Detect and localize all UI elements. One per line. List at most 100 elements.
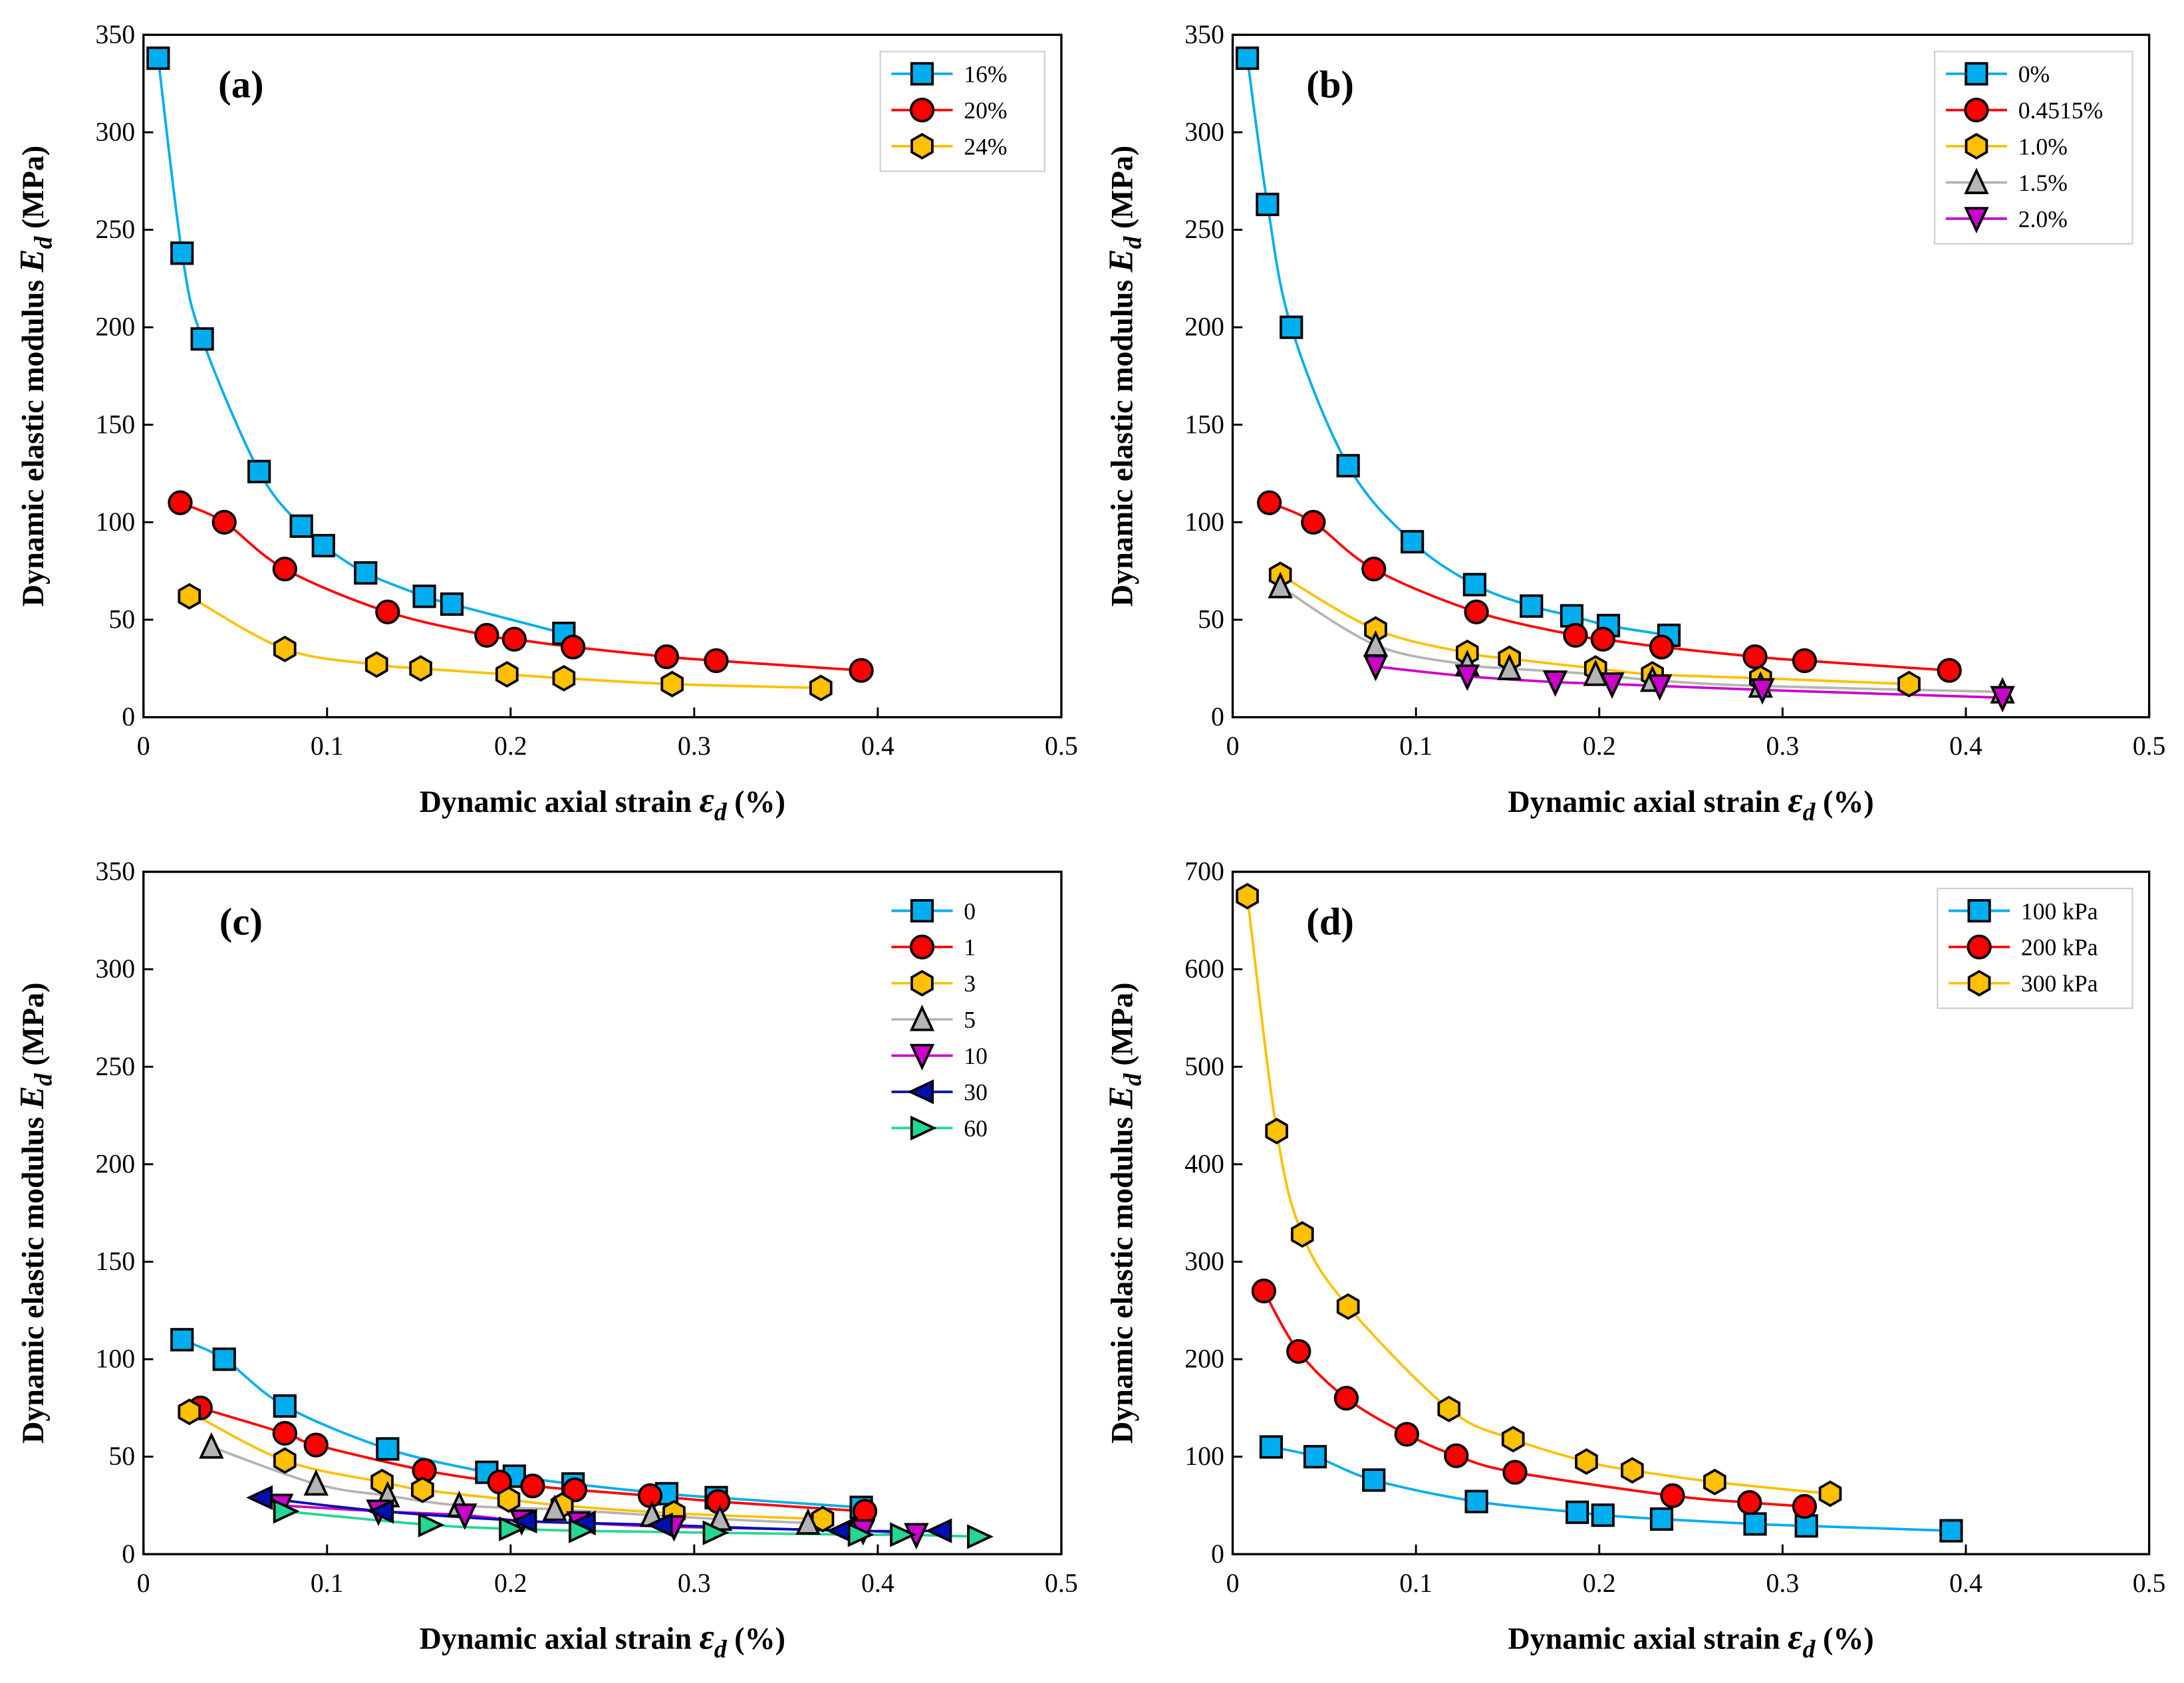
x-tick-label: 0.3 bbox=[1766, 1569, 1800, 1598]
x-label-unit: (%) bbox=[727, 785, 785, 819]
y-label-unit: (MPa) bbox=[1105, 146, 1139, 237]
data-point bbox=[1336, 1293, 1360, 1320]
x-label-subscript: d bbox=[714, 1635, 728, 1663]
data-point bbox=[849, 658, 874, 683]
legend-marker bbox=[1964, 97, 1989, 123]
legend-label: 1.5% bbox=[2018, 170, 2068, 196]
data-point bbox=[168, 490, 193, 515]
data-point bbox=[1259, 1435, 1283, 1459]
markers-1 bbox=[188, 1395, 878, 1524]
y-label-symbol: E bbox=[13, 1086, 51, 1110]
y-tick-label: 700 bbox=[1184, 857, 1224, 886]
data-point bbox=[501, 626, 527, 652]
x-axis-label: Dynamic axial strain εd (%) bbox=[420, 1617, 785, 1664]
chart-panel-a: 0 0.1 0.2 0.3 0.4 0.5 0 50 100 150 200 250 300 350 Dyn… bbox=[13, 20, 1078, 827]
legend-marker bbox=[910, 62, 934, 86]
y-tick-label: 250 bbox=[96, 215, 136, 244]
data-point bbox=[1897, 670, 1921, 698]
legend-marker bbox=[909, 1043, 935, 1071]
data-point bbox=[273, 1447, 297, 1474]
legend-marker bbox=[910, 1115, 937, 1141]
data-point bbox=[303, 1469, 329, 1496]
data-point bbox=[569, 1518, 595, 1543]
y-tick-label: 0 bbox=[1211, 1539, 1224, 1569]
legend-label: 100 kPa bbox=[2021, 898, 2098, 924]
data-point bbox=[178, 1398, 202, 1426]
data-point bbox=[1363, 654, 1389, 682]
fit-curve bbox=[156, 58, 565, 635]
y-tick-label: 0 bbox=[122, 1539, 135, 1569]
data-point bbox=[1737, 1489, 1762, 1515]
data-point bbox=[1256, 192, 1280, 217]
data-point bbox=[1660, 1483, 1685, 1508]
data-point bbox=[1301, 509, 1326, 535]
x-label-text: Dynamic axial strain bbox=[1508, 1622, 1788, 1656]
x-axis-label: Dynamic axial strain εd (%) bbox=[1508, 779, 1873, 827]
markers-200-kPa bbox=[1251, 1278, 1818, 1519]
panel-label: (b) bbox=[1306, 63, 1354, 106]
y-tick-label: 350 bbox=[1184, 20, 1224, 49]
legend-label: 200 kPa bbox=[2021, 934, 2098, 961]
data-point bbox=[654, 644, 680, 670]
legend-marker bbox=[909, 1004, 935, 1031]
data-point bbox=[409, 655, 432, 682]
legend-label: 300 kPa bbox=[2021, 970, 2098, 997]
y-label-unit: (MPa) bbox=[1105, 982, 1139, 1073]
data-point bbox=[289, 514, 313, 538]
x-label-subscript: d bbox=[714, 799, 728, 827]
legend-label: 1.0% bbox=[2018, 133, 2068, 160]
legend: 0 1 3 5 10 30 60 bbox=[891, 898, 988, 1142]
x-label-symbol: ε bbox=[1788, 779, 1802, 820]
panel-label: (c) bbox=[219, 900, 263, 943]
panel-label: (d) bbox=[1306, 900, 1354, 943]
x-tick-label: 0.1 bbox=[1399, 1569, 1433, 1598]
data-point bbox=[967, 1524, 994, 1549]
data-point bbox=[1464, 1489, 1488, 1513]
legend-marker bbox=[1965, 132, 1988, 160]
legend-marker bbox=[907, 1079, 934, 1104]
y-label-text: Dynamic elastic modulus bbox=[1105, 1109, 1139, 1444]
fit-curve bbox=[1246, 58, 1669, 637]
y-label-subscript: d bbox=[1119, 235, 1147, 249]
data-point bbox=[272, 557, 297, 582]
y-label-text: Dynamic elastic modulus bbox=[16, 272, 50, 606]
data-point bbox=[440, 592, 464, 616]
legend-label: 1 bbox=[964, 934, 976, 961]
data-point bbox=[246, 1485, 273, 1510]
y-label-text: Dynamic elastic modulus bbox=[1105, 272, 1139, 606]
data-point bbox=[1303, 1445, 1327, 1469]
data-point bbox=[660, 670, 684, 698]
x-tick-label: 0.3 bbox=[1766, 731, 1800, 761]
markers-0-4515- bbox=[1257, 490, 1962, 683]
data-point bbox=[1575, 1448, 1598, 1475]
x-tick-label: 0.3 bbox=[678, 731, 711, 761]
x-label-text: Dynamic axial strain bbox=[420, 1622, 700, 1656]
y-tick-label: 100 bbox=[1184, 507, 1224, 537]
legend-marker bbox=[1967, 970, 1991, 997]
data-point bbox=[499, 1516, 526, 1541]
data-point bbox=[376, 1437, 400, 1461]
data-point bbox=[1792, 648, 1818, 674]
data-point bbox=[212, 1347, 236, 1371]
legend-marker bbox=[910, 899, 934, 923]
data-point bbox=[1444, 1443, 1469, 1468]
data-point bbox=[1649, 634, 1675, 660]
legend-marker bbox=[1964, 168, 1989, 194]
markers-3 bbox=[178, 1398, 835, 1533]
data-point bbox=[1599, 672, 1625, 699]
data-point bbox=[497, 1486, 521, 1513]
data-point bbox=[474, 622, 499, 648]
data-point bbox=[704, 648, 729, 674]
x-label-symbol: ε bbox=[1788, 1617, 1802, 1657]
data-point bbox=[1563, 622, 1588, 648]
legend-marker bbox=[1967, 934, 1992, 960]
data-point bbox=[510, 1508, 537, 1534]
legend-label: 3 bbox=[964, 970, 976, 997]
data-point bbox=[1742, 644, 1768, 670]
x-tick-label: 0.4 bbox=[1949, 1569, 1982, 1598]
legend-label: 0 bbox=[964, 898, 976, 924]
x-tick-label: 0.5 bbox=[1045, 731, 1078, 761]
x-tick-label: 0.3 bbox=[678, 1569, 711, 1598]
legend-label: 10 bbox=[964, 1043, 988, 1069]
x-tick-label: 0.1 bbox=[1399, 731, 1433, 761]
